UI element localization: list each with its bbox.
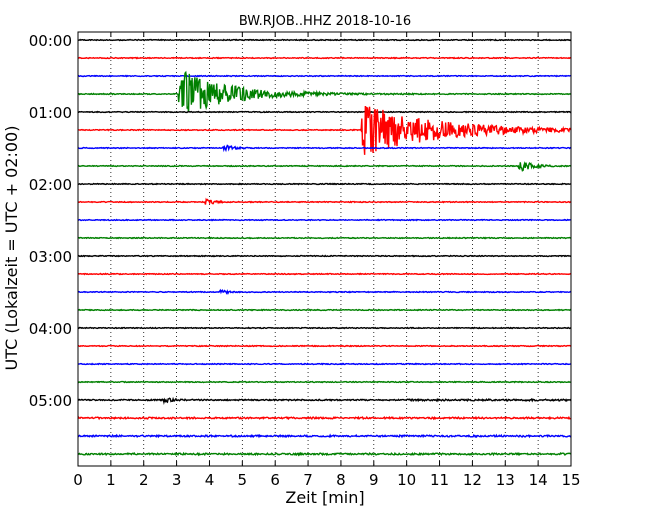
trace-16 bbox=[77, 326, 572, 330]
y-tick-label-0: 00:00 bbox=[29, 32, 72, 50]
x-tick-label-12: 12 bbox=[463, 471, 482, 489]
x-tick-label-5: 5 bbox=[238, 471, 248, 489]
x-tick-label-15: 15 bbox=[561, 471, 580, 489]
trace-13 bbox=[77, 272, 572, 276]
y-tick-label-3: 03:00 bbox=[29, 248, 72, 266]
x-tick-label-3: 3 bbox=[172, 471, 182, 489]
trace-2 bbox=[77, 74, 572, 78]
x-axis-ticks: 0 1 2 3 4 5 6 7 8 9 10 11 12 13 14 15 bbox=[73, 32, 581, 489]
trace-6 bbox=[77, 144, 572, 153]
x-tick-label-9: 9 bbox=[369, 471, 379, 489]
trace-23 bbox=[77, 451, 572, 457]
trace-3 bbox=[77, 70, 572, 113]
x-tick-label-0: 0 bbox=[73, 471, 83, 489]
trace-20 bbox=[77, 396, 572, 405]
y-tick-label-2: 02:00 bbox=[29, 176, 72, 194]
chart-title: BW.RJOB..HHZ 2018-10-16 bbox=[239, 14, 411, 29]
x-tick-label-1: 1 bbox=[106, 471, 116, 489]
trace-8 bbox=[77, 182, 572, 186]
x-tick-label-11: 11 bbox=[430, 471, 449, 489]
y-axis-ticks: 00:00 01:00 02:00 03:00 04:00 05:00 bbox=[29, 32, 571, 410]
x-axis-label: Zeit [min] bbox=[285, 488, 364, 507]
trace-21 bbox=[77, 415, 572, 421]
x-tick-label-8: 8 bbox=[336, 471, 346, 489]
trace-15 bbox=[77, 308, 572, 312]
trace-7 bbox=[77, 161, 572, 172]
x-tick-label-7: 7 bbox=[303, 471, 313, 489]
trace-19 bbox=[77, 380, 572, 384]
trace-17 bbox=[77, 344, 572, 348]
trace-5 bbox=[77, 106, 572, 155]
y-tick-label-1: 01:00 bbox=[29, 104, 72, 122]
plot-frame bbox=[77, 31, 572, 467]
trace-0 bbox=[77, 38, 572, 42]
x-tick-label-14: 14 bbox=[529, 471, 548, 489]
trace-14 bbox=[77, 288, 572, 295]
y-tick-label-4: 04:00 bbox=[29, 320, 72, 338]
x-tick-label-6: 6 bbox=[270, 471, 280, 489]
trace-11 bbox=[77, 236, 572, 240]
trace-10 bbox=[77, 218, 572, 222]
seismic-traces bbox=[77, 38, 572, 457]
x-tick-label-2: 2 bbox=[139, 471, 149, 489]
x-tick-label-4: 4 bbox=[205, 471, 215, 489]
x-tick-label-10: 10 bbox=[397, 471, 416, 489]
trace-18 bbox=[77, 362, 572, 366]
trace-1 bbox=[77, 56, 572, 60]
x-tick-label-13: 13 bbox=[496, 471, 515, 489]
trace-22 bbox=[77, 433, 572, 439]
y-axis-label: UTC (Lokalzeit = UTC + 02:00) bbox=[2, 126, 21, 371]
grid-lines bbox=[110, 32, 539, 466]
trace-4 bbox=[77, 110, 572, 114]
y-tick-label-5: 05:00 bbox=[29, 392, 72, 410]
trace-12 bbox=[77, 254, 572, 258]
trace-9 bbox=[77, 197, 572, 206]
